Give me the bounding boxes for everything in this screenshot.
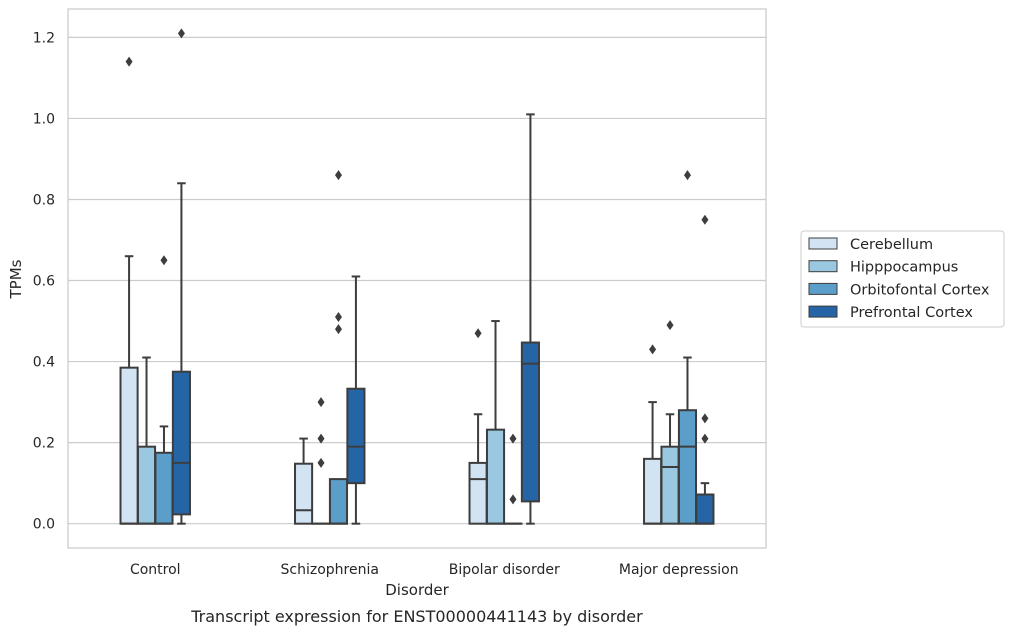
legend-swatch bbox=[808, 305, 838, 318]
legend-label: Prefrontal Cortex bbox=[850, 305, 973, 321]
outlier-point bbox=[317, 397, 325, 408]
box bbox=[136, 445, 157, 525]
outlier-point bbox=[317, 457, 325, 468]
outlier-point bbox=[474, 328, 482, 339]
y-tick-label: 1.0 bbox=[33, 111, 55, 127]
box bbox=[677, 409, 698, 525]
y-tick-label: 0.4 bbox=[33, 355, 55, 371]
box-group bbox=[643, 344, 663, 525]
box-group bbox=[328, 170, 349, 525]
outlier-point bbox=[701, 214, 709, 225]
y-axis-label: TPMs bbox=[7, 259, 25, 299]
x-axis-label: Disorder bbox=[385, 581, 449, 599]
y-tick-label: 0.2 bbox=[33, 436, 55, 452]
boxes bbox=[119, 28, 715, 525]
outlier-point bbox=[701, 413, 709, 424]
legend-label: Orbitofontal Cortex bbox=[850, 282, 990, 298]
outlier-point bbox=[509, 433, 517, 444]
y-tick-label: 0.0 bbox=[33, 517, 55, 533]
box bbox=[119, 366, 139, 525]
box bbox=[695, 493, 715, 525]
box-group bbox=[520, 113, 540, 525]
box-group bbox=[485, 320, 506, 525]
box bbox=[520, 341, 540, 503]
y-tick-labels: 0.0 0.2 0.4 0.6 0.8 1.0 1.2 bbox=[33, 30, 55, 532]
legend-frame bbox=[800, 230, 1005, 328]
box-group bbox=[468, 328, 488, 525]
box-group bbox=[294, 437, 314, 525]
box bbox=[328, 478, 349, 525]
outlier-point bbox=[701, 433, 709, 444]
outlier-point bbox=[334, 312, 342, 322]
legend-label: Hipppocampus bbox=[850, 260, 958, 276]
box bbox=[171, 370, 191, 516]
box bbox=[346, 387, 366, 485]
outlier-point bbox=[334, 170, 342, 181]
x-tick-label: Major depression bbox=[619, 562, 739, 578]
box-group bbox=[136, 356, 157, 525]
legend-swatch bbox=[808, 282, 838, 295]
outlier-point bbox=[334, 324, 342, 335]
outlier-point bbox=[160, 255, 168, 266]
box-group bbox=[695, 214, 715, 525]
outlier-point bbox=[683, 170, 691, 181]
box bbox=[294, 462, 314, 525]
outlier-point bbox=[177, 28, 185, 39]
y-tick-label: 1.2 bbox=[33, 30, 55, 46]
y-tick-label: 0.8 bbox=[33, 192, 55, 208]
chart-caption: Transcript expression for ENST0000044114… bbox=[190, 607, 643, 626]
outlier-point bbox=[125, 56, 133, 67]
outlier-point bbox=[509, 494, 517, 505]
outlier-point bbox=[666, 320, 674, 331]
box-group bbox=[119, 56, 139, 525]
legend-swatch bbox=[808, 260, 838, 273]
box-group bbox=[171, 28, 191, 525]
plot-frame bbox=[67, 8, 767, 549]
outlier-point bbox=[317, 433, 325, 444]
x-tick-label: Bipolar disorder bbox=[449, 562, 560, 578]
outlier-point bbox=[649, 344, 657, 355]
x-tick-labels: Control Schizophrenia Bipolar disorder Majo… bbox=[130, 562, 739, 578]
y-tick-label: 0.6 bbox=[33, 274, 55, 290]
box-group bbox=[677, 170, 698, 525]
box-group bbox=[346, 275, 366, 525]
box bbox=[660, 445, 680, 525]
box bbox=[468, 461, 488, 525]
box-group bbox=[660, 320, 680, 525]
box-group bbox=[503, 433, 523, 525]
box-group bbox=[154, 255, 174, 525]
x-tick-label: Schizophrenia bbox=[281, 562, 379, 578]
legend-label: Cerebellum bbox=[850, 237, 933, 253]
legend: Cerebellum Hipppocampus Orbitofontal Corte… bbox=[800, 230, 1005, 328]
box bbox=[485, 428, 506, 525]
box bbox=[643, 457, 663, 525]
legend-swatch bbox=[808, 237, 838, 250]
x-tick-label: Control bbox=[130, 562, 181, 578]
box bbox=[154, 451, 174, 525]
